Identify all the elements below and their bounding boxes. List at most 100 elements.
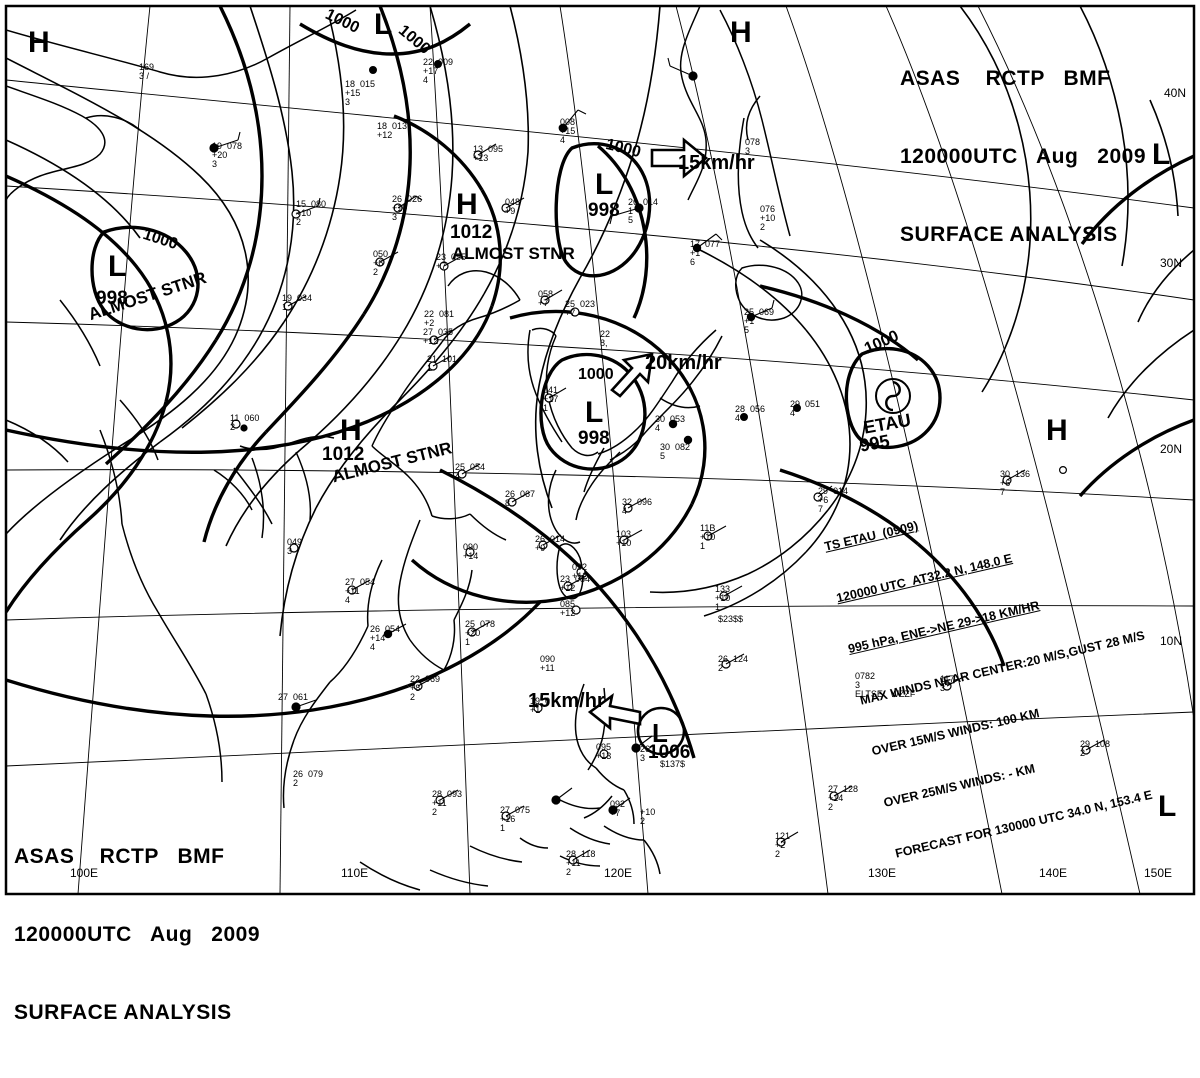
title-bl-line1: ASAS RCTP BMF — [14, 845, 225, 868]
low-center-symbol-west: L — [108, 250, 127, 283]
motion-arrow-shapes — [587, 137, 709, 731]
isobars-bold — [6, 6, 1194, 759]
lon-label-140E: 140E — [1039, 866, 1068, 880]
lat-label-10N: 10N — [1160, 634, 1183, 648]
surface-analysis-chart: ASAS RCTP BMF 120000UTC Aug 2009 SURFACE… — [4, 4, 1196, 1024]
station-plot: 11 060 2 — [230, 413, 260, 432]
title-tr-line1: ASAS RCTP BMF — [900, 67, 1111, 90]
motion-speed-north-low: 15km/hr — [678, 152, 755, 174]
typhoon-symbol-etau — [875, 378, 911, 414]
station-plot: 050 +6 2 — [373, 249, 389, 277]
title-block-bottom-left: ASAS RCTP BMF 120000UTC Aug 2009 SURFACE… — [14, 792, 260, 1078]
isobars — [6, 6, 1194, 637]
low-center-symbol-north: L — [595, 168, 614, 201]
station-plot: 23 084 +12 — [560, 574, 591, 593]
station-plot: 169 3 / — [139, 62, 155, 81]
station-plot: 11B +10 1 — [700, 523, 716, 551]
station-plot: 32 096 4 — [622, 497, 653, 516]
station-plot: 26 026 +10 3 — [392, 194, 423, 222]
station-plot: 22 069 +8 2 — [410, 674, 441, 702]
lon-label-110E: 110E — [341, 866, 369, 880]
station-plot: 076 +10 2 — [760, 204, 776, 232]
motion-speed-korea-low: 20km/hr — [645, 352, 722, 374]
lon-label-100E: 100E — [70, 866, 99, 880]
station-plot: 041 +17 1 — [543, 385, 559, 413]
station-plot: 095 +13 — [596, 742, 612, 761]
station-plot: 29 108 2 — [1080, 739, 1111, 758]
low-center-symbol-korea: L — [585, 396, 604, 429]
high-center-symbol-yellowsea: H — [456, 188, 478, 221]
station-plot: 25 023 +7 — [565, 299, 596, 318]
title-bl-line3: SURFACE ANALYSIS — [14, 1001, 232, 1024]
title-tr-line3: SURFACE ANALYSIS — [900, 223, 1118, 246]
station-plot: 092 +7 — [610, 799, 626, 818]
station-plot: 29 051 4 — [790, 399, 821, 418]
station-plot: 30 136 +6 7 — [1000, 469, 1031, 497]
station-plot: 0782 3 ELTSE WZZF — [855, 671, 916, 699]
station-plot: 22 081 +2 — [424, 309, 455, 328]
station-plot: 19 034 1 — [282, 293, 313, 312]
low-pressure-value-philippines: 1006 — [648, 742, 691, 763]
lat-label-20N: 20N — [1160, 442, 1183, 456]
station-plot: 008 +15 4 — [560, 117, 576, 145]
station-plot: 15 080 +10 2 — [296, 199, 327, 227]
station-plot: 133 +10 1 — [715, 584, 731, 612]
station-plot: 18 013 +12 — [377, 121, 408, 140]
station-plot: 27 054 +11 4 — [345, 577, 376, 605]
station-plot: 103 +10 — [616, 529, 632, 548]
station-plot: 27 128 +14 2 — [828, 784, 859, 812]
high-center-symbol-topright: H — [730, 16, 752, 49]
station-plot: 26 079 2 — [293, 769, 324, 788]
low-center-symbol-topright: L — [1152, 138, 1171, 171]
high-center-symbol-topleft: H — [28, 26, 50, 59]
lat-label-30N: 30N — [1160, 256, 1183, 270]
low-center-symbol-topcenter: L — [374, 8, 393, 41]
lon-label-150E: 150E — [1144, 866, 1173, 880]
station-plot: 085 +12 — [560, 599, 576, 618]
station-plot: 26 014 1 5 — [628, 197, 659, 225]
coastlines — [6, 6, 803, 891]
isobar-label-1000-korea: 1000 — [578, 366, 614, 383]
low-pressure-value-west: 998 — [96, 288, 128, 309]
low-pressure-value-korea: 998 — [578, 428, 610, 449]
low-center-symbol-bottomright: L — [1158, 790, 1177, 823]
low-center-symbol-philippines: L — [652, 718, 668, 748]
high-pressure-value-southchina: 1012 — [322, 444, 365, 465]
title-bl-line2: 120000UTC Aug 2009 — [14, 923, 260, 946]
title-block-top-right: ASAS RCTP BMF 120000UTC Aug 2009 SURFACE… — [900, 14, 1146, 300]
station-plot: 28 118 +11 2 — [566, 849, 596, 877]
low-marker-philippines-circle — [636, 706, 686, 756]
high-motion-yellowsea: ALMOST STNR — [452, 244, 575, 263]
station-plot: 19 078 +20 3 — [212, 141, 243, 169]
station-plot: 058 +7 — [538, 289, 554, 308]
high-center-symbol-pacific: H — [1046, 414, 1068, 447]
station-plot: 22 009 +17 4 — [423, 57, 454, 85]
station-plot: 049 3 — [287, 537, 303, 556]
motion-speed-philippine-low: 15km/hr — [528, 690, 605, 712]
station-plot: 26 067 8 — [505, 489, 536, 508]
station-plot: 21 101 1 — [427, 354, 458, 373]
station-plot: 13 095 +13 — [473, 144, 504, 163]
station-plot: 27 035 +12 — [423, 327, 454, 346]
station-plot: $23$$ — [718, 614, 744, 624]
station-plot: 090 +14 — [463, 542, 479, 561]
station-plot: 22 8, — [600, 329, 611, 348]
station-plot: 28 056 4 — [735, 404, 766, 423]
station-plot: 30 053 4 — [655, 414, 686, 433]
station-plot: 25 054 4 — [455, 462, 486, 481]
station-plot: 26 014 +9 — [535, 534, 566, 553]
station-plot: 26 124 2 — [718, 654, 749, 673]
station-plot: 30 082 5 — [660, 442, 691, 461]
station-plot: 27 061 — [278, 692, 309, 702]
high-pressure-value-yellowsea: 1012 — [450, 222, 493, 243]
weather-map-canvas — [4, 4, 1196, 896]
station-plot: 092 +12 — [572, 562, 588, 581]
station-plot: 090 +11 — [540, 654, 556, 673]
station-plot: 121 +2 2 — [775, 831, 791, 859]
low-pressure-value-north: 998 — [588, 200, 620, 221]
title-tr-line2: 120000UTC Aug 2009 — [900, 145, 1146, 168]
station-plot: 117 3 — [940, 674, 955, 693]
station-plot: 25 069 +1 5 — [744, 307, 775, 335]
station-plot: 25 078 +20 1 — [465, 619, 496, 647]
station-plot: 23 055 +7 — [436, 252, 467, 271]
